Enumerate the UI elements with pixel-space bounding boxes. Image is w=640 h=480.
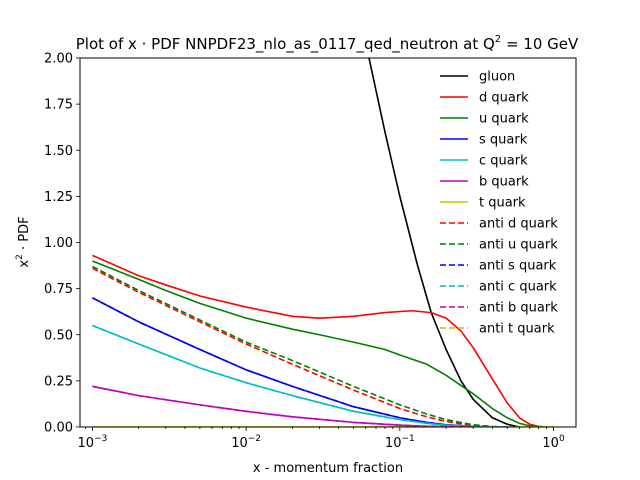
legend-label-9: anti s quark — [479, 259, 557, 274]
y-label-superscript: 2 — [15, 254, 25, 260]
series-line-8 — [92, 265, 508, 427]
y-label-suffix: · PDF — [17, 216, 32, 254]
legend-label-11: anti b quark — [479, 301, 558, 316]
series-line-2 — [92, 260, 547, 427]
x-tick-base: 10 — [385, 436, 402, 451]
x-tick-exponent: −1 — [401, 434, 414, 444]
legend-label-5: b quark — [479, 175, 529, 190]
series-line-10 — [92, 324, 508, 427]
y-axis-ticks: 0.00 0.25 0.50 0.75 1.00 1.25 1.50 1.75 2.00 — [44, 52, 80, 436]
y-tick-label: 0.75 — [44, 282, 73, 297]
legend-label-12: anti t quark — [479, 322, 555, 337]
y-label-prefix: x — [17, 260, 32, 268]
title-main: Plot of x · PDF NNPDF23_nlo_as_0117_qed_… — [76, 35, 495, 54]
x-tick-exponent: 0 — [559, 434, 565, 444]
x-tick-exponent: −3 — [94, 434, 107, 444]
legend: gluon d quark u quark s quark c quark b quark… — [440, 70, 558, 337]
legend-label-7: anti d quark — [479, 217, 558, 232]
series-line-1 — [92, 254, 547, 427]
legend-label-4: c quark — [479, 154, 528, 169]
series-line-0 — [368, 58, 520, 427]
x-tick-base: 10 — [78, 436, 95, 451]
y-tick-label: 2.00 — [44, 52, 73, 67]
x-axis-label: x - momentum fraction — [253, 461, 403, 476]
legend-label-0: gluon — [479, 70, 515, 85]
x-axis-ticks: 10−3 10−2 10−1 100 — [78, 427, 565, 451]
y-tick-label: 1.50 — [44, 144, 73, 159]
y-tick-label: 0.00 — [44, 421, 73, 436]
x-tick-label: 100 — [542, 434, 565, 451]
x-tick-base: 10 — [231, 436, 248, 451]
y-tick-label: 1.75 — [44, 98, 73, 113]
legend-label-10: anti c quark — [479, 280, 557, 295]
legend-label-6: t quark — [479, 196, 526, 211]
title-superscript: 2 — [495, 34, 501, 45]
x-tick-base: 10 — [542, 436, 559, 451]
series-line-4 — [92, 324, 508, 427]
x-tick-label: 10−2 — [231, 434, 261, 451]
y-tick-label: 0.25 — [44, 374, 73, 389]
legend-label-1: d quark — [479, 91, 529, 106]
y-tick-label: 1.25 — [44, 190, 73, 205]
legend-label-3: s quark — [479, 133, 528, 148]
y-tick-label: 1.00 — [44, 236, 73, 251]
series-line-9 — [92, 297, 508, 427]
plot-area: 10−3 10−2 10−1 100 0.000.250.500.751.001.25… — [44, 52, 577, 451]
x-tick-label: 10−1 — [385, 434, 415, 451]
y-tick-label: 0.50 — [44, 328, 73, 343]
title-suffix: = 10 GeV — [501, 35, 579, 53]
x-tick-exponent: −2 — [248, 434, 261, 444]
y-axis-label: x2 · PDF — [15, 216, 32, 267]
legend-label-8: anti u quark — [479, 238, 558, 253]
legend-label-2: u quark — [479, 112, 529, 127]
x-tick-label: 10−3 — [78, 434, 108, 451]
series-group — [92, 58, 554, 427]
svg-text:Plot of x · PDF NNPDF23_nlo_as: Plot of x · PDF NNPDF23_nlo_as_0117_qed_… — [76, 34, 579, 54]
chart-title: Plot of x · PDF NNPDF23_nlo_as_0117_qed_… — [76, 34, 579, 54]
